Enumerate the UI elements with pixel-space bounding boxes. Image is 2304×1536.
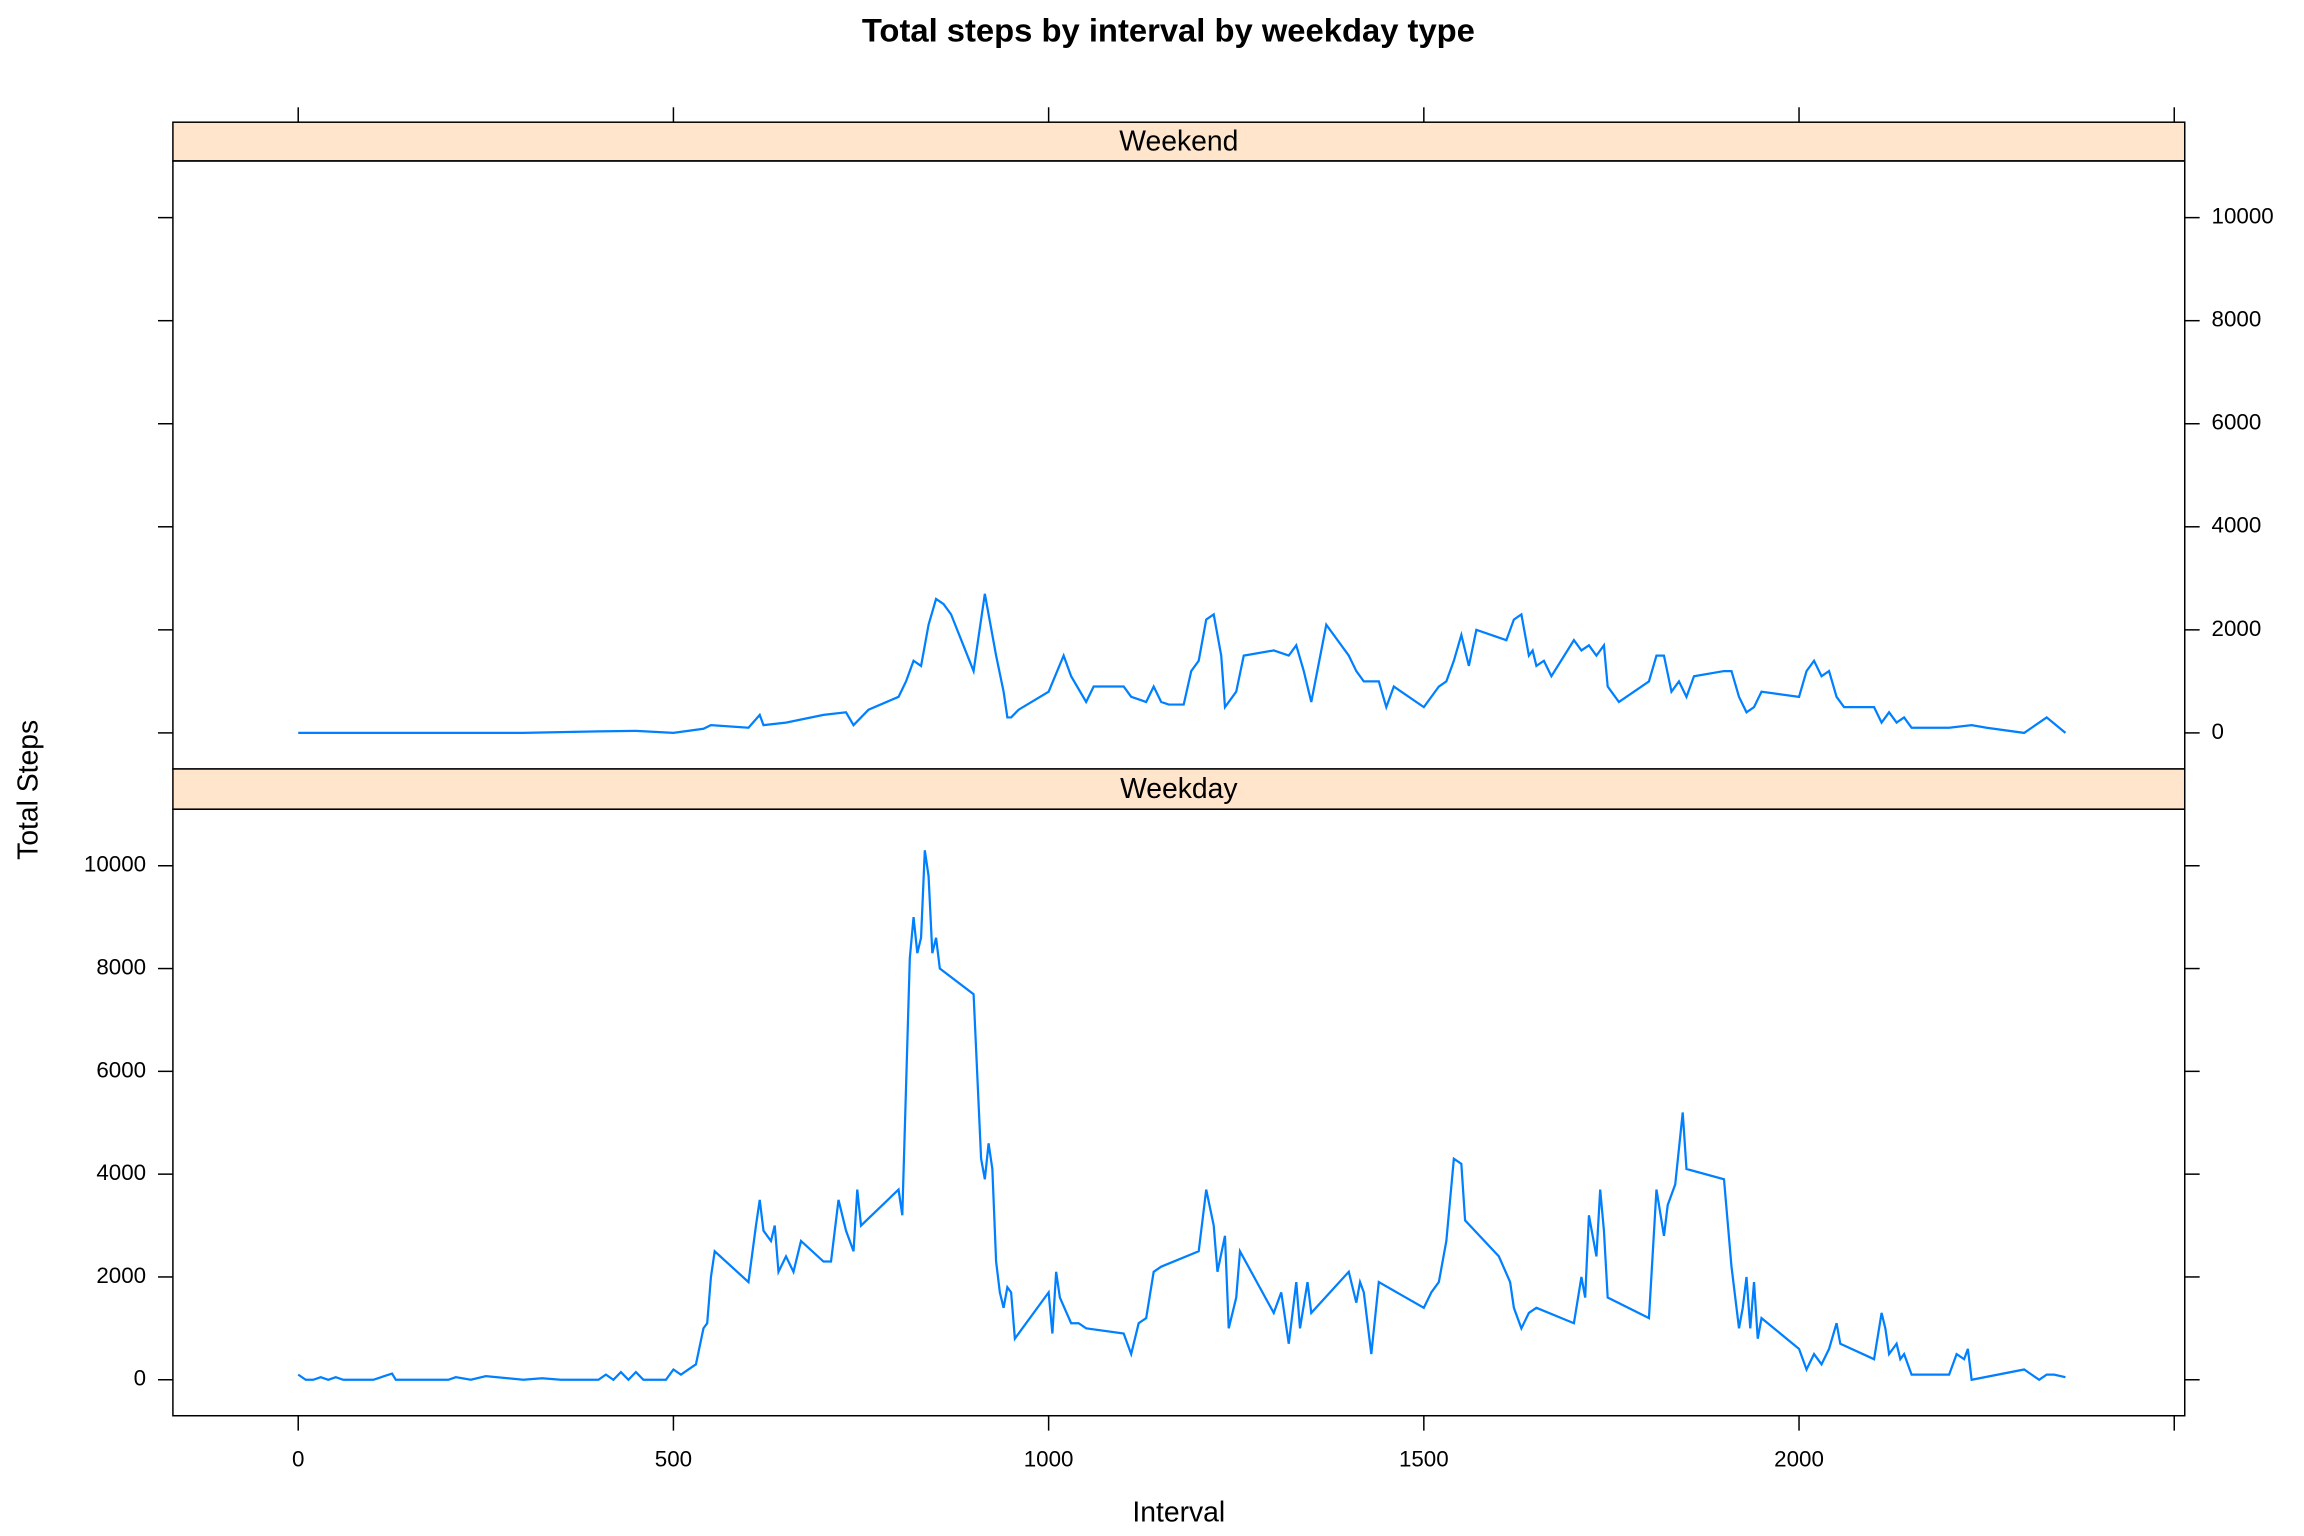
panel [172,808,2186,1417]
y-tick-label: 0 [2212,719,2224,744]
x-tick-label: 0 [292,1446,304,1471]
strip-label: Weekend [1119,125,1238,157]
data-line [297,850,2066,1382]
y-tick-label: 4000 [96,1160,146,1185]
x-axis-label: Interval [1132,1496,1225,1528]
y-tick-label: 6000 [2212,410,2262,435]
y-tick-label: 2000 [96,1263,146,1288]
y-tick-label: 6000 [96,1057,146,1082]
x-tick-label: 1500 [1399,1446,1449,1471]
y-tick-label: 2000 [2212,616,2262,641]
y-tick-label: 8000 [96,954,146,979]
y-axis-label: Total Steps [11,720,43,860]
x-tick-label: 2000 [1774,1446,1824,1471]
strip [172,768,2186,810]
x-tick-label: 500 [655,1446,692,1471]
data-line [298,593,2067,735]
panel [172,160,2186,770]
chart-title: Total steps by interval by weekday type [862,11,1475,48]
y-tick-label: 10000 [84,852,146,877]
x-tick-label: 1000 [1024,1446,1074,1471]
y-tick-label: 10000 [2212,204,2274,229]
y-tick-label: 8000 [2212,307,2262,332]
strip-label: Weekday [1120,772,1238,804]
y-tick-label: 0 [134,1366,146,1391]
strip [172,121,2186,162]
y-tick-label: 4000 [2212,513,2262,538]
